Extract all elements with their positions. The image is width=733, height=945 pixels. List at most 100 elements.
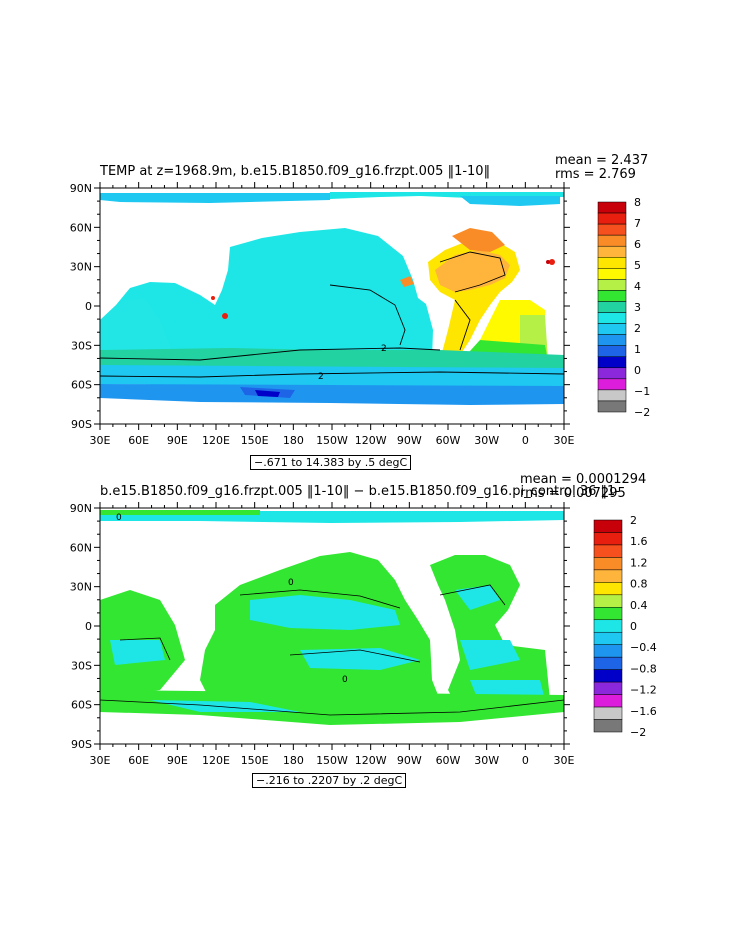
colorbar-label: 0: [634, 364, 641, 377]
colorbar-label: 6: [634, 238, 641, 251]
x-tick-label: 60W: [436, 434, 461, 447]
colorbar-swatch: [593, 694, 623, 708]
colorbar-swatch: [593, 719, 623, 733]
colorbar-swatch: [593, 557, 623, 571]
y-tick-label: 90N: [70, 502, 92, 515]
x-tick-label: 60E: [128, 754, 149, 767]
panel1-axes: 30E 60E 90E 120E 150E 180 150W 120W 90W 60W 30W 0 30…: [70, 182, 575, 447]
x-tick-label: 30E: [90, 434, 111, 447]
colorbar-swatch: [593, 607, 623, 621]
colorbar-swatch: [597, 201, 627, 214]
y-tick-label: 90N: [70, 182, 92, 195]
x-tick-label: 30W: [474, 434, 499, 447]
y-tick-label: 60N: [70, 221, 92, 234]
x-tick-label: 150E: [241, 754, 269, 767]
colorbar-swatch: [597, 378, 627, 391]
x-tick-label: 30E: [554, 754, 575, 767]
colorbar-label: −1.2: [630, 684, 657, 697]
y-tick-label: 90S: [71, 418, 92, 431]
x-tick-label: 150W: [316, 754, 348, 767]
panel2-contour-label: 0: [116, 513, 122, 523]
colorbar-swatch: [597, 212, 627, 225]
panel1-contour-label: 2: [318, 372, 324, 382]
panel1-rms: rms = 2.769: [555, 167, 636, 182]
colorbar-swatch: [597, 223, 627, 236]
colorbar-swatch: [597, 367, 627, 380]
colorbar-label: 1.6: [630, 535, 648, 548]
colorbar-swatch: [593, 669, 623, 683]
colorbar-swatch: [593, 644, 623, 658]
colorbar-swatch: [593, 706, 623, 720]
x-tick-label: 30E: [554, 434, 575, 447]
panel1-colorbar: 8 7 6 5 4 3 2 1 0 −1 −2: [597, 196, 650, 419]
colorbar-swatch: [597, 312, 627, 324]
panel1-mean: mean = 2.437: [555, 153, 649, 168]
colorbar-swatch: [597, 245, 627, 258]
colorbar-label: −0.4: [630, 641, 657, 654]
colorbar-label: −2: [634, 406, 650, 419]
panel2-rms: rms = 0.007295: [520, 486, 626, 501]
x-tick-label: 0: [522, 434, 529, 447]
colorbar-swatch: [593, 631, 623, 645]
x-tick-label: 30W: [474, 754, 499, 767]
colorbar-swatch: [593, 681, 623, 695]
panel2-contour-label: 0: [288, 578, 294, 588]
x-tick-label: 120E: [202, 434, 230, 447]
x-tick-label: 0: [522, 754, 529, 767]
colorbar-swatch: [593, 532, 623, 546]
colorbar-swatch: [593, 519, 623, 533]
panel1-title: TEMP at z=1968.9m, b.e15.B1850.f09_g16.f…: [100, 164, 491, 179]
colorbar-label: 7: [634, 217, 641, 230]
colorbar-swatch: [597, 334, 627, 346]
colorbar-label: 0.4: [630, 599, 648, 612]
colorbar-swatch: [597, 301, 627, 313]
y-tick-label: 30N: [70, 261, 92, 274]
y-tick-label: 90S: [71, 738, 92, 751]
colorbar-swatch: [597, 400, 627, 413]
y-tick-label: 60S: [71, 379, 92, 392]
colorbar-swatch: [593, 582, 623, 596]
colorbar-swatch: [593, 656, 623, 670]
x-tick-label: 60W: [436, 754, 461, 767]
colorbar-label: 1.2: [630, 556, 648, 569]
y-tick-label: 0: [85, 620, 92, 633]
colorbar-swatch: [593, 544, 623, 558]
colorbar-label: 0: [630, 620, 637, 633]
x-tick-label: 90W: [397, 434, 422, 447]
x-tick-label: 120W: [355, 434, 387, 447]
colorbar-label: 2: [630, 514, 637, 527]
x-tick-label: 120W: [355, 754, 387, 767]
panel2-range-label: −.216 to .2207 by .2 degC: [252, 773, 407, 788]
x-tick-label: 180: [283, 754, 304, 767]
x-tick-label: 30E: [90, 754, 111, 767]
panel2-map: 0 0 0: [100, 510, 564, 725]
panel2-title: b.e15.B1850.f09_g16.frzpt.005 ‖1-10‖ − b…: [100, 484, 620, 499]
colorbar-label: −1: [634, 385, 650, 398]
panel2-axes: 30E 60E 90E 120E 150E 180 150W 120W 90W 60W 30W 0 30…: [70, 502, 575, 767]
panel2-colorbar: 2 1.6 1.2 0.8 0.4 0 −0.4 −0.8 −1.2 −1.6 −2: [593, 514, 657, 739]
y-tick-label: 30S: [71, 339, 92, 352]
colorbar-swatch: [597, 356, 627, 369]
colorbar-swatch: [593, 619, 623, 633]
x-tick-label: 90E: [167, 754, 188, 767]
panel2-mean: mean = 0.0001294: [520, 472, 647, 487]
colorbar-swatch: [597, 345, 627, 357]
y-tick-label: 60S: [71, 699, 92, 712]
colorbar-label: −1.6: [630, 705, 657, 718]
y-tick-label: 60N: [70, 541, 92, 554]
colorbar-swatch: [593, 594, 623, 608]
colorbar-swatch: [597, 290, 627, 302]
x-tick-label: 60E: [128, 434, 149, 447]
colorbar-swatch: [597, 234, 627, 247]
x-tick-label: 180: [283, 434, 304, 447]
colorbar-swatch: [597, 389, 627, 402]
colorbar-label: 3: [634, 301, 641, 314]
x-tick-label: 90W: [397, 754, 422, 767]
colorbar-swatch: [597, 268, 627, 280]
panel1-map: 2 2: [100, 192, 564, 405]
x-tick-label: 150W: [316, 434, 348, 447]
colorbar-label: 8: [634, 196, 641, 209]
x-tick-label: 120E: [202, 754, 230, 767]
colorbar-label: 2: [634, 322, 641, 335]
